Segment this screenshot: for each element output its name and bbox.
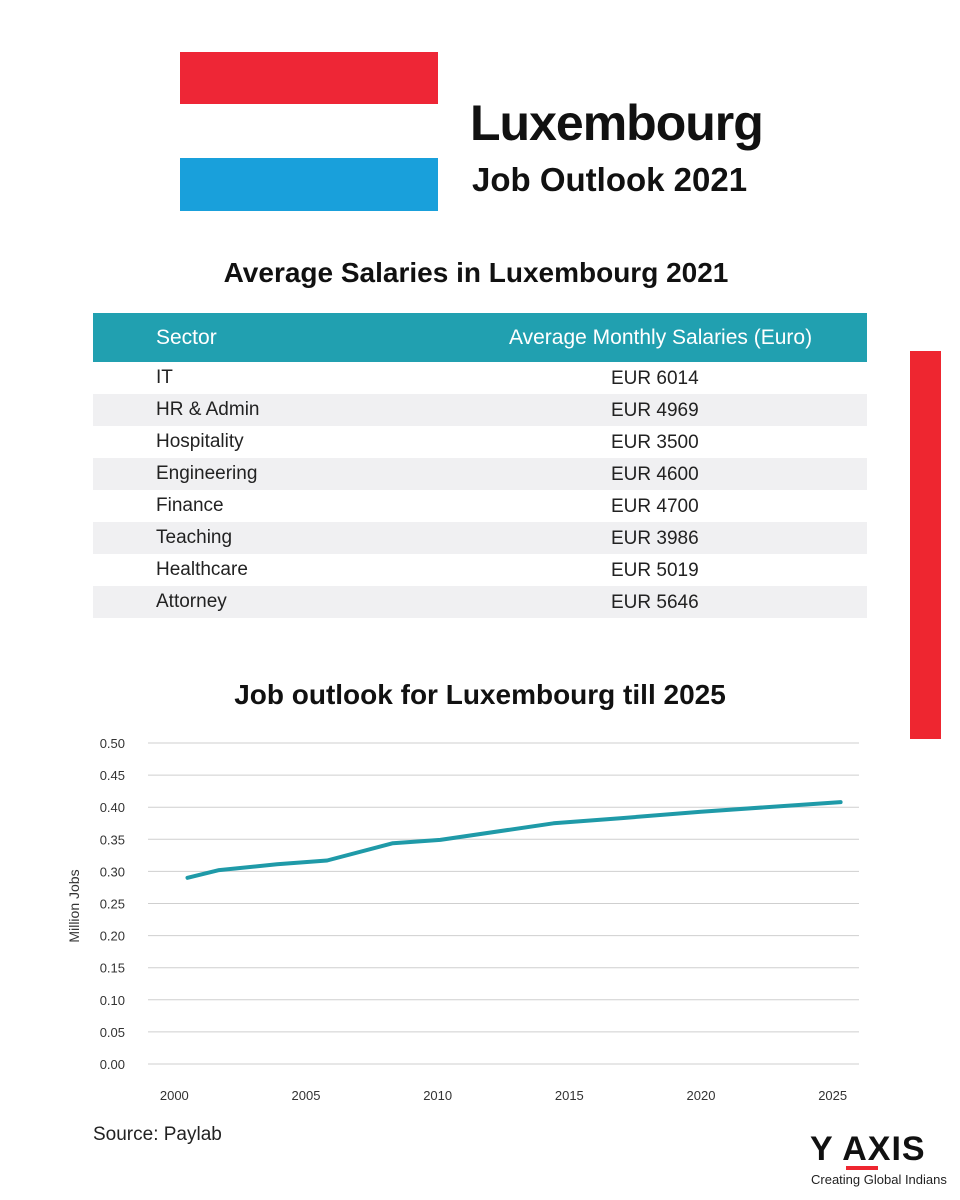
table-row: Attorney EUR 5646 — [93, 586, 867, 618]
chart-title: Job outlook for Luxembourg till 2025 — [234, 679, 726, 710]
flag-blue-stripe — [180, 158, 438, 211]
salary-cell: EUR 6014 — [611, 368, 699, 389]
sector-cell: Engineering — [156, 463, 258, 484]
salary-table: Sector Average Monthly Salaries (Euro) I… — [93, 313, 867, 618]
page-subtitle: Job Outlook 2021 — [472, 161, 748, 198]
column-header-salary: Average Monthly Salaries (Euro) — [509, 326, 813, 349]
table-row: Hospitality EUR 3500 — [93, 426, 867, 458]
column-header-sector: Sector — [156, 326, 217, 349]
y-axis-label: Million Jobs — [66, 869, 82, 942]
logo-text: Y AXIS — [810, 1130, 926, 1168]
job-outlook-chart: 0.00 0.05 0.10 0.15 0.20 0.25 0.30 0.35 0.40 0.45… — [66, 736, 859, 1103]
y-tick-label: 0.30 — [100, 864, 125, 879]
salary-table-title: Average Salaries in Luxembourg 2021 — [223, 257, 729, 288]
y-tick-label: 0.05 — [100, 1025, 125, 1040]
sector-cell: HR & Admin — [156, 399, 260, 420]
page-title: Luxembourg — [470, 95, 764, 151]
salary-cell: EUR 4969 — [611, 400, 699, 421]
table-row: Healthcare EUR 5019 — [93, 554, 867, 586]
sector-cell: Finance — [156, 495, 224, 516]
table-row: HR & Admin EUR 4969 — [93, 394, 867, 426]
salary-cell: EUR 3500 — [611, 432, 699, 453]
sector-cell: IT — [156, 367, 173, 388]
sector-cell: Hospitality — [156, 431, 244, 452]
table-row: Teaching EUR 3986 — [93, 522, 867, 554]
salary-cell: EUR 5646 — [611, 592, 699, 613]
series-line — [185, 800, 843, 880]
y-tick-label: 0.10 — [100, 993, 125, 1008]
yaxis-logo: Y AXIS Creating Global Indians — [810, 1130, 950, 1190]
x-tick-label: 2025 — [818, 1088, 847, 1103]
y-tick-label: 0.50 — [100, 736, 125, 751]
flag-red-stripe — [180, 52, 438, 104]
x-tick-label: 2015 — [555, 1088, 584, 1103]
y-tick-label: 0.15 — [100, 961, 125, 976]
table-row: Finance EUR 4700 — [93, 490, 867, 522]
y-tick-label: 0.20 — [100, 929, 125, 944]
sector-cell: Attorney — [156, 591, 227, 612]
table-header: Sector Average Monthly Salaries (Euro) — [93, 313, 867, 362]
x-tick-label: 2010 — [423, 1088, 452, 1103]
salary-cell: EUR 5019 — [611, 560, 699, 581]
salary-cell: EUR 4600 — [611, 464, 699, 485]
decorative-red-bar — [910, 351, 941, 739]
salary-cell: EUR 3986 — [611, 528, 699, 549]
salary-cell: EUR 4700 — [611, 496, 699, 517]
y-tick-label: 0.25 — [100, 897, 125, 912]
source-note: Source: Paylab — [93, 1124, 222, 1145]
sector-cell: Healthcare — [156, 559, 248, 580]
x-tick-label: 2020 — [687, 1088, 716, 1103]
y-tick-label: 0.00 — [100, 1057, 125, 1072]
x-tick-label: 2000 — [160, 1088, 189, 1103]
logo-tagline: Creating Global Indians — [811, 1172, 947, 1187]
y-tick-label: 0.35 — [100, 832, 125, 847]
table-row: IT EUR 6014 — [93, 362, 867, 394]
y-tick-label: 0.40 — [100, 800, 125, 815]
table-body: IT EUR 6014 HR & Admin EUR 4969 Hospitalit… — [93, 362, 867, 618]
table-row: Engineering EUR 4600 — [93, 458, 867, 490]
y-tick-label: 0.45 — [100, 768, 125, 783]
x-tick-label: 2005 — [292, 1088, 321, 1103]
sector-cell: Teaching — [156, 527, 233, 548]
logo-accent-bar — [846, 1166, 878, 1170]
